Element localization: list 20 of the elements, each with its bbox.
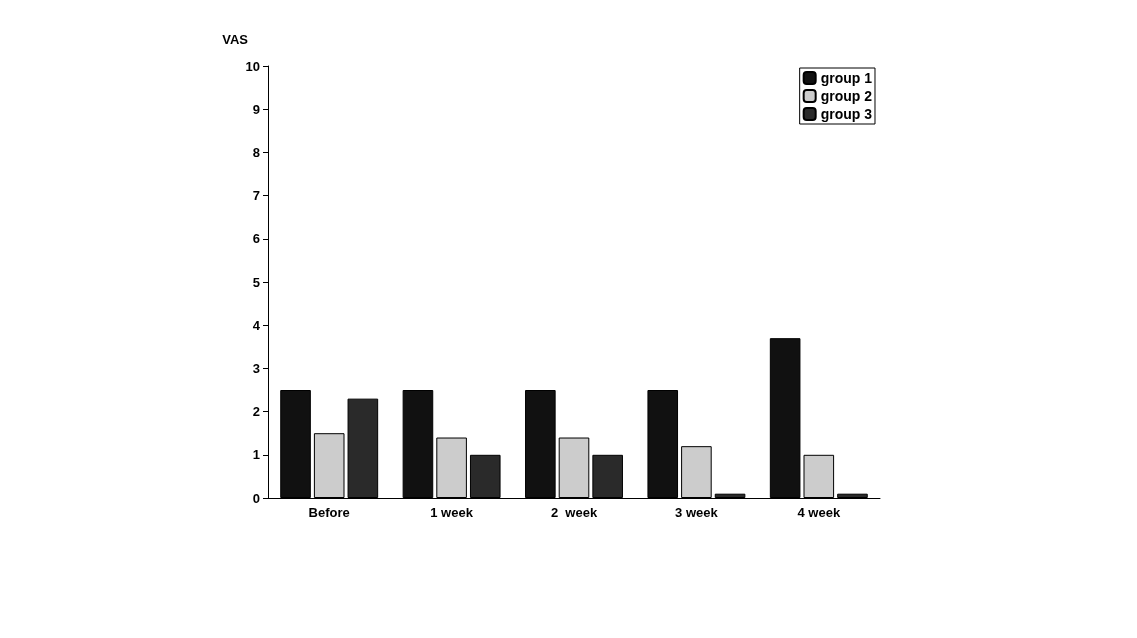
x-tick-label: 1 week — [430, 505, 474, 520]
x-tick-label: 2 week — [550, 505, 598, 520]
y-tick-label: 3 — [252, 360, 260, 376]
y-tick-label: 8 — [252, 144, 260, 160]
y-tick-label: 10 — [245, 58, 260, 74]
x-tick-label: 4 week — [797, 505, 841, 520]
y-tick-label: 5 — [252, 274, 260, 290]
legend-label: group 1 — [820, 70, 873, 86]
y-tick-label: 9 — [252, 101, 260, 117]
y-tick-label: 1 — [252, 447, 260, 463]
x-tick-label: 3 week — [675, 505, 719, 520]
x-tick-label: Before — [308, 505, 350, 520]
y-tick-label: 4 — [252, 317, 261, 333]
y-tick-label: 6 — [252, 231, 260, 247]
y-tick-label: 0 — [252, 490, 260, 506]
y-tick-label: 7 — [252, 188, 260, 204]
legend-label: group 2 — [820, 88, 873, 104]
legend-label: group 3 — [820, 106, 873, 122]
y-axis-title: VAS — [222, 32, 249, 47]
y-tick-label: 2 — [252, 404, 260, 420]
